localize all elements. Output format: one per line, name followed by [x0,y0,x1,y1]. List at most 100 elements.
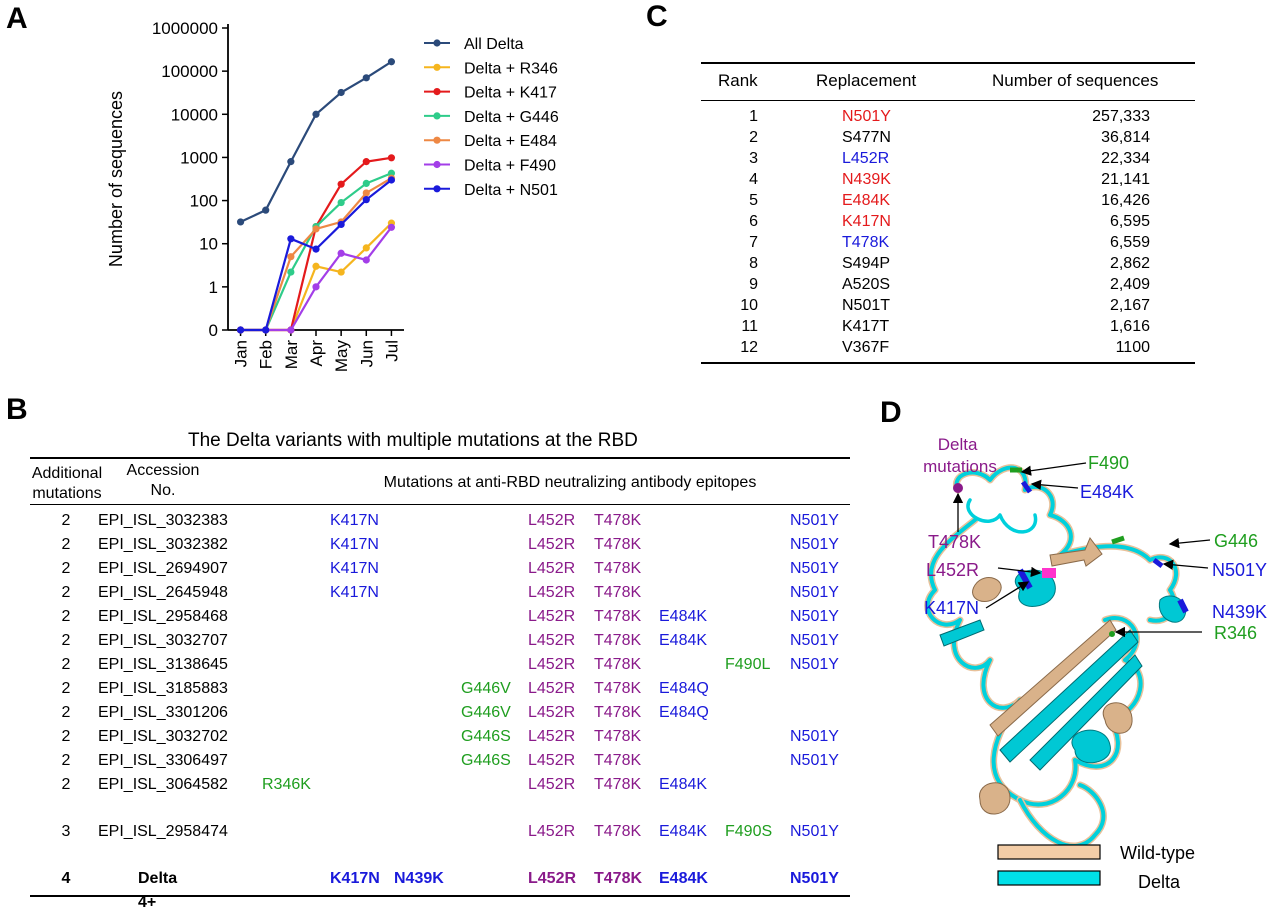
label-t478k: T478K [928,532,981,552]
n501y-site-marker [1152,558,1164,568]
table-b-mutation-n501: N501Y [790,512,839,529]
table-c-rank: 10 [740,297,758,314]
table-b-mutation-l452: L452R [528,560,576,577]
table-b-mutation-t478: T478K [594,656,642,673]
series-5 [236,223,396,334]
table-c-header-rank: Rank [718,71,758,90]
legend-label: Delta + N501 [464,182,558,199]
legend-wildtype-swatch [997,844,1101,860]
table-b-title: The Delta variants with multiple mutatio… [188,430,638,451]
data-point [287,326,295,334]
table-b-mutation-e484: E484K [659,870,708,887]
legend-delta-label: Delta [1138,872,1181,892]
y-tick-label: 0 [209,321,218,340]
table-b-additional-count: 2 [61,512,71,529]
table-b-mutation-e484: E484Q [659,680,709,697]
data-point [362,179,370,188]
legend-marker [433,88,441,96]
x-tick-label: Apr [307,340,326,367]
legend-label: Delta + E484 [464,133,557,150]
panel-letter-a: A [6,2,28,35]
g446-arrow [1168,537,1211,549]
table-c-count: 2,167 [1109,297,1150,314]
data-point [362,74,370,82]
legend-marker [433,63,441,71]
table-b-accession: EPI_ISL_3138645 [98,656,228,673]
x-tick-label: Jun [357,340,376,367]
series-line [240,222,393,332]
e484k-site-marker [1020,480,1033,494]
g446-site-marker [1111,535,1125,545]
table-c-count: 21,141 [1101,171,1150,188]
table-b-mutation-n439: N439K [394,870,444,887]
table-b-mutation-l452: L452R [528,776,576,793]
n501y-arrow [1162,559,1209,571]
x-tick-label: May [332,340,351,373]
table-b-accession: EPI_ISL_2694907 [98,560,228,577]
table-b-mutation-g446: G446S [461,728,511,745]
table-b-additional-count: 2 [61,584,71,601]
table-c-count: 6,559 [1109,234,1150,251]
y-tick-label: 10000 [171,105,218,124]
table-b-additional-count: 2 [61,680,71,697]
table-c-replacement: S494P [842,255,891,272]
table-b-mutation-k417: K417N [330,560,379,577]
table-c-count: 16,426 [1101,192,1150,209]
label-f490: F490 [1088,453,1129,473]
table-c-rank: 9 [749,276,758,293]
table-c-rank: 8 [749,255,758,272]
x-tick-label: Jul [382,340,401,362]
table-b-mutation-t478: T478K [594,560,642,577]
data-point [337,220,345,229]
data-point [287,253,295,261]
data-point [337,88,345,97]
table-b-mutation-f490: F490S [725,823,773,840]
table-b-additional-count: 2 [61,608,71,625]
data-point [236,326,245,334]
x-tick-label: Jan [232,340,251,367]
table-c-replacement: V367F [842,339,890,356]
data-point [287,158,295,166]
table-b-accession: EPI_ISL_3301206 [98,704,228,721]
table-b-mutation-t478: T478K [594,752,642,769]
legend-label: Delta + R346 [464,60,558,77]
table-b-mutation-l452: L452R [528,656,576,673]
data-point [312,110,320,118]
data-point [262,206,270,214]
table-c-header-count: Number of sequences [992,71,1159,90]
table-b-header-rule [30,504,850,505]
table-b-accession: EPI_ISL_3032707 [98,632,228,649]
table-b-mutation-g446: G446S [461,752,511,769]
series-line [240,226,393,332]
table-c-rank: 4 [749,171,758,188]
table-b-additional-count: 2 [61,632,71,649]
delta-mutations-label: Delta mutations [923,435,997,476]
table-b-accession: EPI_ISL_3185883 [98,680,228,697]
table-c-rank: 7 [749,234,758,251]
table-b-mutation-l452: L452R [528,704,576,721]
series-0 [236,58,396,226]
panel-letter-c: C [646,0,668,33]
table-b-mutation-t478: T478K [594,536,642,553]
e484k-arrow [1030,479,1079,490]
table-c-count: 2,409 [1109,276,1150,293]
label-r346: R346 [1214,623,1257,643]
y-axis-title: Number of sequences [106,91,126,267]
table-b-accession: EPI_ISL_3032702 [98,728,228,745]
table-b-additional-count: 2 [61,536,71,553]
legend-marker [433,136,441,144]
table-b-mutation-n501: N501Y [790,823,839,840]
table-b-mutation-l452: L452R [528,536,576,553]
legend-marker [433,185,441,193]
table-b-additional-count: 2 [61,728,71,745]
table-b-mutation-n501: N501Y [790,560,839,577]
data-point [387,154,396,162]
table-b-header-mutations: Mutations at anti-RBD neutralizing antib… [383,474,757,491]
table-c-replacement: N501Y [842,108,891,125]
table-b-mutation-e484: E484Q [659,704,709,721]
table-b-top-rule [30,457,850,459]
table-c-count: 36,814 [1101,129,1150,146]
table-b-bottom-rule [30,895,850,897]
table-c-replacement: T478K [842,234,890,251]
table-c-rank: 11 [741,318,758,335]
